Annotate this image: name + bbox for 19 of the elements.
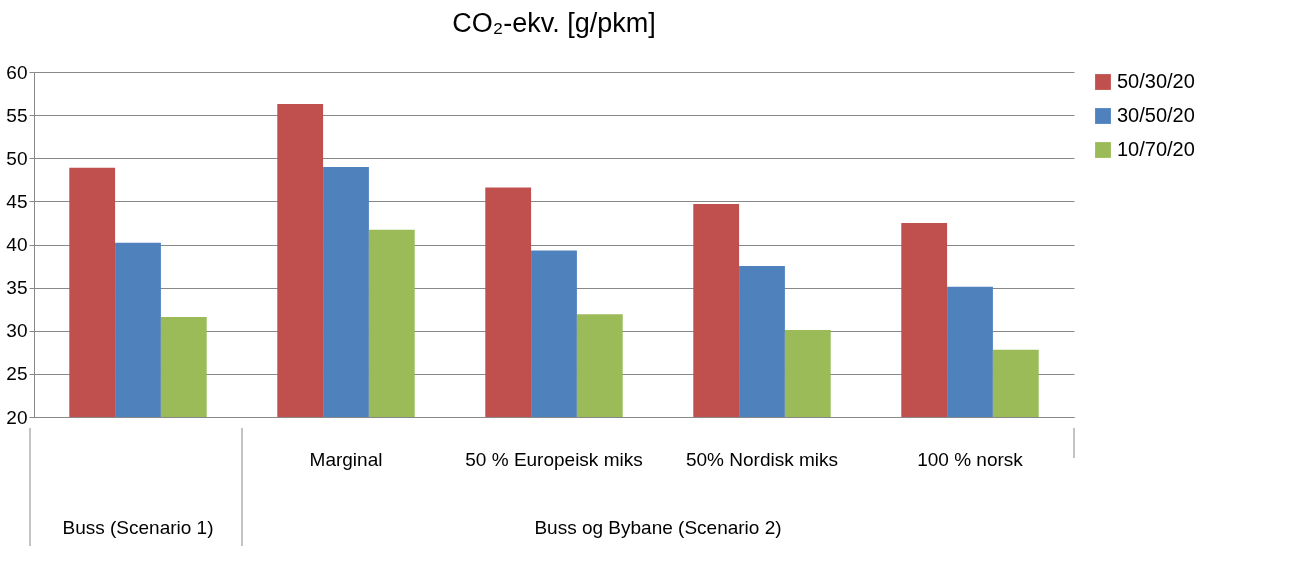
y-tick-label: 45 [6, 190, 28, 212]
text: Buss og Bybane (Scenario 2) [534, 517, 782, 538]
y-tick-label: 40 [6, 234, 28, 255]
y-tick-label: 50 [6, 147, 28, 169]
x-tick-label: 50 % Europeisk miks [465, 449, 643, 470]
legend-label: 50/30/20 [1117, 70, 1195, 92]
x-tick-label: 100 % norsk [917, 449, 1024, 470]
x-tick-label: Marginal [309, 449, 383, 470]
y-tick-label: 30 [6, 320, 28, 342]
y-tick-label: 55 [6, 104, 28, 126]
y-tick-label: 35 [6, 277, 28, 299]
legend-label: 10/70/20 [1117, 138, 1195, 160]
x-tick-label: 50% Nordisk miks [685, 449, 839, 470]
y-tick-label: 20 [6, 406, 28, 428]
chart-title: CO₂-ekv. [g/pkm] [452, 8, 656, 38]
y-tick-label: 60 [6, 61, 28, 83]
y-tick-label: 25 [6, 363, 28, 385]
legend-label: 30/50/20 [1117, 104, 1195, 126]
text: Buss (Scenario 1) [62, 517, 214, 538]
